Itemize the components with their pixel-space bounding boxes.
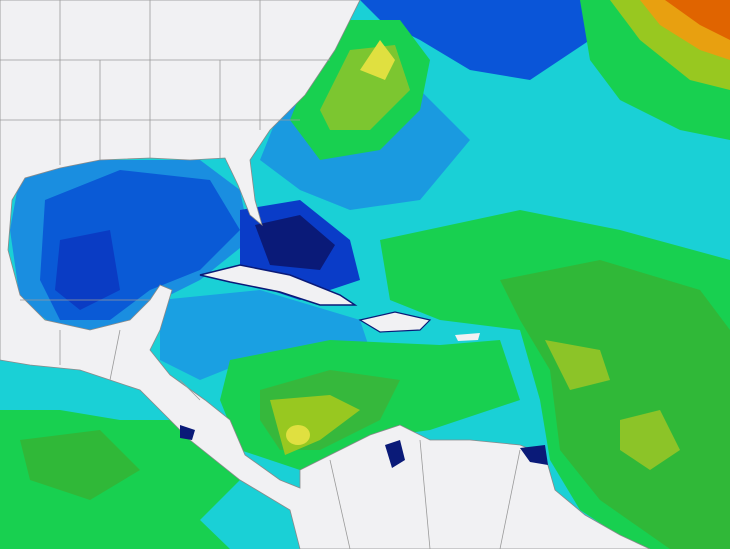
wave-field xyxy=(200,480,300,549)
wave-field xyxy=(360,0,600,80)
wave-field xyxy=(20,430,140,500)
wave-field xyxy=(160,290,370,380)
wave-field xyxy=(500,260,730,549)
lake xyxy=(385,440,405,468)
wave-field xyxy=(255,215,335,270)
island xyxy=(358,311,432,333)
border xyxy=(0,0,521,549)
wave-field xyxy=(0,360,170,420)
wave-field xyxy=(545,340,610,390)
wave-field xyxy=(620,410,680,470)
lake xyxy=(180,425,195,440)
island xyxy=(199,264,358,306)
wave-field xyxy=(286,425,310,445)
wave-field xyxy=(55,230,120,310)
wave-field xyxy=(665,0,730,40)
island xyxy=(455,333,480,341)
wave-field xyxy=(360,40,395,80)
water xyxy=(520,445,548,465)
land xyxy=(0,0,651,549)
